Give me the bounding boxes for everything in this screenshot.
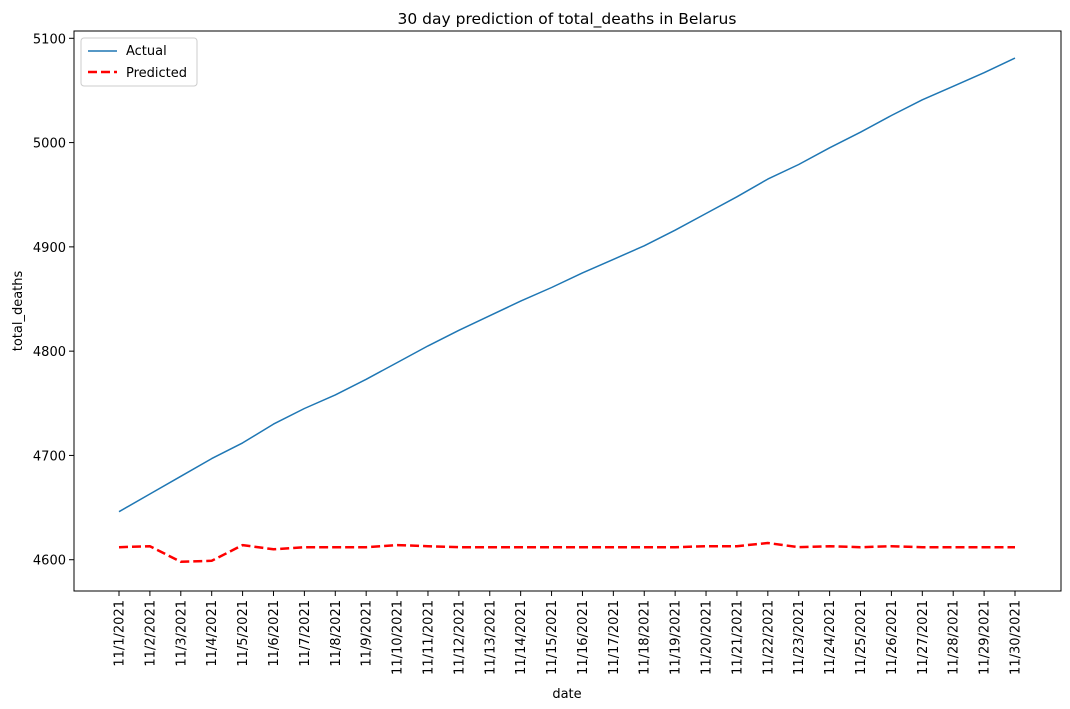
- x-tick-label: 11/17/2021: [607, 600, 622, 675]
- x-tick-label: 11/20/2021: [700, 600, 715, 675]
- x-tick-label: 11/25/2021: [854, 600, 869, 675]
- legend-box: [80, 37, 198, 87]
- legend-label-actual: Actual: [126, 44, 167, 59]
- x-tick-label: 11/24/2021: [823, 600, 838, 675]
- x-tick-label: 11/2/2021: [143, 600, 158, 667]
- y-tick-label: 4600: [33, 554, 66, 569]
- x-tick-label: 11/21/2021: [730, 600, 745, 675]
- y-tick-label: 5100: [33, 32, 66, 47]
- x-tick-label: 11/10/2021: [391, 600, 406, 675]
- x-tick-label: 11/13/2021: [483, 600, 498, 675]
- x-axis-title: date: [552, 687, 581, 702]
- x-tick-label: 11/6/2021: [267, 600, 282, 667]
- x-tick-label: 11/23/2021: [792, 600, 807, 675]
- x-tick-label: 11/16/2021: [576, 600, 591, 675]
- y-tick-label: 5000: [33, 137, 66, 152]
- x-tick-label: 11/27/2021: [916, 600, 931, 675]
- x-tick-label: 11/4/2021: [205, 600, 220, 667]
- x-tick-label: 11/15/2021: [545, 600, 560, 675]
- x-tick-label: 11/8/2021: [329, 600, 344, 667]
- y-tick-label: 4900: [33, 241, 66, 256]
- y-axis-title: total_deaths: [11, 271, 26, 352]
- legend-label-predicted: Predicted: [126, 66, 187, 81]
- x-tick-label: 11/14/2021: [514, 600, 529, 675]
- x-tick-label: 11/3/2021: [174, 600, 189, 667]
- y-tick-label: 4700: [33, 449, 66, 464]
- plot-frame: [73, 30, 1062, 592]
- series-line-predicted: [118, 541, 1015, 564]
- x-tick-label: 11/26/2021: [885, 600, 900, 675]
- y-tick-label: 4800: [33, 345, 66, 360]
- x-tick-label: 11/29/2021: [978, 600, 993, 675]
- x-tick-label: 11/18/2021: [638, 600, 653, 675]
- x-tick-label: 11/28/2021: [947, 600, 962, 675]
- x-tick-label: 11/12/2021: [452, 600, 467, 675]
- x-tick-label: 11/5/2021: [236, 600, 251, 667]
- x-tick-label: 11/1/2021: [113, 600, 128, 667]
- x-tick-label: 11/11/2021: [421, 600, 436, 675]
- chart-title: 30 day prediction of total_deaths in Bel…: [398, 10, 737, 29]
- x-tick-label: 11/9/2021: [360, 600, 375, 667]
- x-tick-label: 11/19/2021: [669, 600, 684, 675]
- x-tick-label: 11/30/2021: [1009, 600, 1024, 675]
- series-line-actual: [118, 57, 1016, 513]
- legend: Actual Predicted: [80, 37, 198, 87]
- x-tick-label: 11/7/2021: [298, 600, 313, 667]
- x-tick-label: 11/22/2021: [761, 600, 776, 675]
